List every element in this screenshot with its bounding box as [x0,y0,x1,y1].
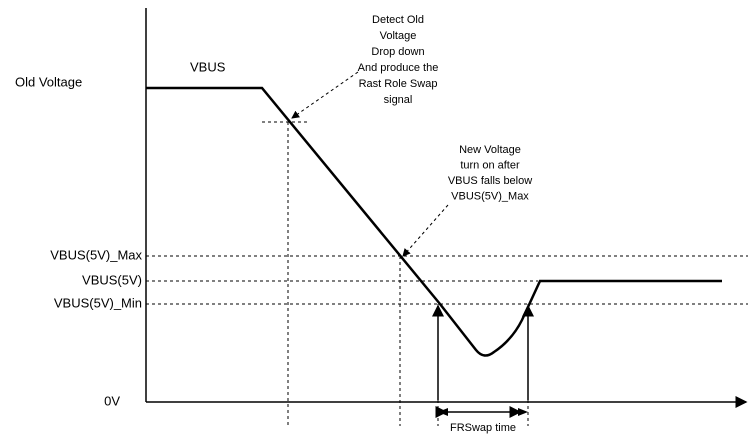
label: Old Voltage [15,74,82,89]
label: VBUS [190,59,226,74]
label: VBUS(5V)_Min [54,295,142,310]
guides [146,71,748,426]
annotation-line: And produce the [358,62,439,74]
annotation-line: turn on after [460,159,520,171]
annotation-line: Detect Old [372,14,424,26]
annotation-line: New Voltage [459,144,521,156]
label: VBUS(5V) [82,272,142,287]
annotation-line: Drop down [371,46,424,58]
annotation-line: Rast Role Swap [359,78,438,90]
label: VBUS(5V)_Max [50,247,142,262]
vbus-curve [146,86,722,357]
label: 0V [104,393,120,408]
annotation-line: VBUS(5V)_Max [451,190,529,202]
label: FRSwap time [450,422,516,434]
arrowheads [438,408,528,416]
annotation-line: Voltage [380,30,417,42]
annotation-line: VBUS falls below [448,175,532,187]
annotation-line: signal [384,94,413,106]
